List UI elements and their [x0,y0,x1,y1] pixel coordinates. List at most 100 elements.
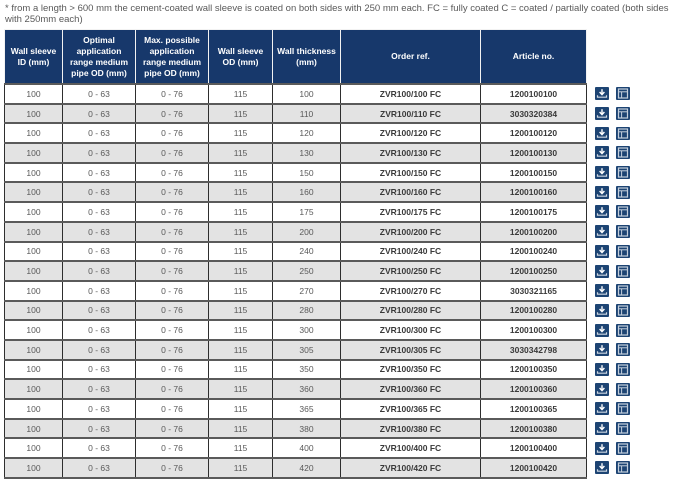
cell-order-ref: ZVR100/240 FC [340,240,481,263]
cell-wall-sleeve-od: 115 [208,417,273,440]
cell-wall-thickness: 160 [272,181,341,204]
cell-wall-sleeve-od: 115 [208,338,273,361]
cell-max-range: 0 - 76 [135,299,209,322]
download-button[interactable] [595,185,609,199]
download-icon [595,226,609,237]
details-button[interactable] [616,303,631,317]
cell-wall-thickness: 100 [272,83,341,105]
cell-article-no: 1200100240 [480,240,587,263]
download-button[interactable] [595,225,609,239]
cell-article-no: 1200100200 [480,220,587,243]
download-button[interactable] [595,126,609,140]
cell-order-ref: ZVR100/160 FC [340,181,481,204]
cell-wall-thickness: 400 [272,437,341,460]
download-icon [595,206,609,217]
download-button[interactable] [595,343,609,357]
cell-wall-thickness: 130 [272,142,341,164]
row-actions [586,458,649,478]
download-button[interactable] [595,362,609,376]
cell-wall-sleeve-od: 115 [208,279,273,302]
cell-wall-sleeve-od: 115 [208,83,273,105]
row-actions [586,123,649,144]
cell-wall-sleeve-id: 100 [4,201,63,223]
cell-wall-sleeve-od: 115 [208,260,273,282]
table-icon [616,384,630,395]
download-button[interactable] [595,107,609,121]
details-button[interactable] [616,323,631,337]
download-icon [595,305,609,316]
download-button[interactable] [595,402,609,416]
table-icon [616,167,630,178]
cell-article-no: 1200100420 [480,457,587,479]
download-icon [595,167,609,178]
details-button[interactable] [616,461,631,475]
details-button[interactable] [616,244,631,258]
details-button[interactable] [616,343,631,357]
download-icon [595,88,609,99]
cell-wall-sleeve-od: 115 [208,161,273,184]
table-icon [616,246,630,257]
details-button[interactable] [616,107,631,121]
details-button[interactable] [616,166,631,180]
cell-order-ref: ZVR100/400 FC [340,437,481,460]
download-button[interactable] [595,461,609,475]
cell-wall-thickness: 360 [272,378,341,400]
download-icon [595,403,609,414]
details-button[interactable] [616,284,631,298]
cell-article-no: 3030342798 [480,338,587,361]
cell-wall-sleeve-id: 100 [4,102,63,125]
table-row: 100 0 - 63 0 - 76 115 150 ZVR100/150 FC 120010… [4,161,649,184]
download-button[interactable] [595,264,609,278]
download-button[interactable] [595,244,609,258]
download-button[interactable] [595,284,609,298]
details-button[interactable] [616,126,631,140]
cell-wall-sleeve-id: 100 [4,260,63,282]
download-icon [595,325,609,336]
details-button[interactable] [616,185,631,199]
cell-wall-sleeve-id: 100 [4,319,63,341]
table-icon [616,403,630,414]
details-button[interactable] [616,402,631,416]
cell-max-range: 0 - 76 [135,122,209,145]
download-button[interactable] [595,382,609,396]
table-icon [616,344,630,355]
details-button[interactable] [616,225,631,239]
cell-wall-thickness: 300 [272,319,341,341]
cell-order-ref: ZVR100/305 FC [340,338,481,361]
cell-wall-sleeve-od: 115 [208,102,273,125]
cell-wall-thickness: 280 [272,299,341,322]
cell-wall-thickness: 120 [272,122,341,145]
column-header: Wall sleeve OD (mm) [208,29,273,85]
details-button[interactable] [616,362,631,376]
download-button[interactable] [595,323,609,337]
details-button[interactable] [616,146,631,160]
download-button[interactable] [595,422,609,436]
download-button[interactable] [595,205,609,219]
cell-order-ref: ZVR100/365 FC [340,398,481,420]
details-button[interactable] [616,264,631,278]
details-button[interactable] [616,205,631,219]
download-button[interactable] [595,166,609,180]
details-button[interactable] [616,422,631,436]
download-button[interactable] [595,441,609,455]
cell-max-range: 0 - 76 [135,279,209,302]
cell-wall-thickness: 150 [272,161,341,184]
table-row: 100 0 - 63 0 - 76 115 200 ZVR100/200 FC 120010… [4,220,649,243]
cell-optimal-range: 0 - 63 [62,319,136,341]
cell-optimal-range: 0 - 63 [62,338,136,361]
cell-wall-sleeve-id: 100 [4,358,63,381]
table-row: 100 0 - 63 0 - 76 115 360 ZVR100/360 FC 120010… [4,378,649,400]
details-button[interactable] [616,441,631,455]
cell-optimal-range: 0 - 63 [62,417,136,440]
details-button[interactable] [616,87,631,101]
cell-order-ref: ZVR100/175 FC [340,201,481,223]
download-button[interactable] [595,146,609,160]
table-row: 100 0 - 63 0 - 76 115 380 ZVR100/380 FC 120010… [4,417,649,440]
details-button[interactable] [616,382,631,396]
download-button[interactable] [595,303,609,317]
cell-order-ref: ZVR100/300 FC [340,319,481,341]
table-row: 100 0 - 63 0 - 76 115 305 ZVR100/305 FC 303034… [4,338,649,361]
download-button[interactable] [595,87,609,101]
cell-wall-sleeve-od: 115 [208,299,273,322]
column-header: Order ref. [340,29,481,85]
